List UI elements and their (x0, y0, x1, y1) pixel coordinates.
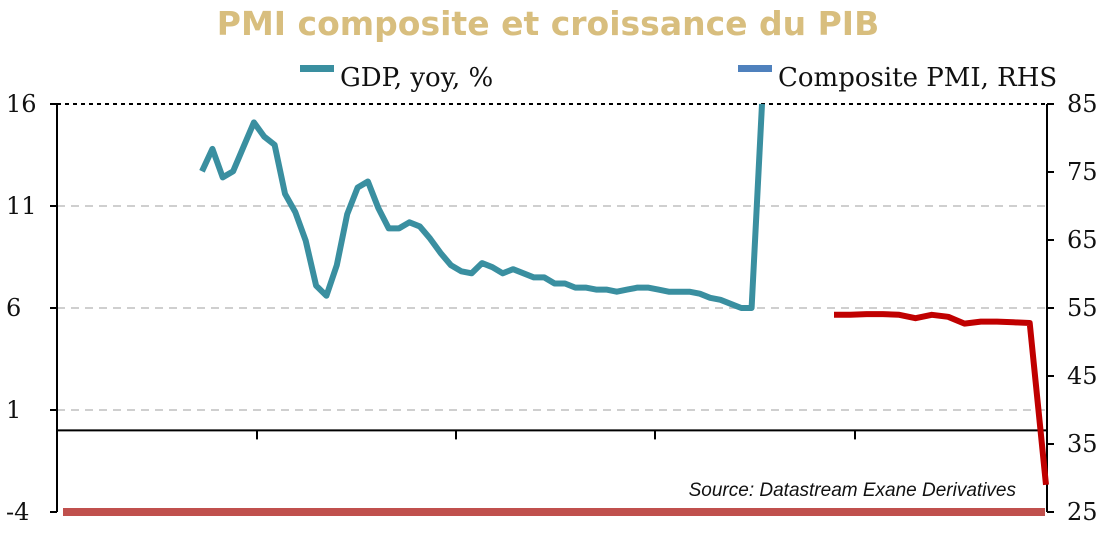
right-tick-label: 65 (1067, 226, 1098, 254)
left-tick-label: 6 (6, 294, 21, 322)
gridlines (57, 103, 1047, 411)
chart-title: PMI composite et croissance du PIB (217, 4, 879, 43)
series-lines (199, 103, 1049, 486)
right-tick-label: 55 (1067, 294, 1098, 322)
source-note: Source: Datastream Exane Derivatives (689, 480, 1017, 501)
legend-label-pmi: Composite PMI, RHS (778, 63, 1057, 93)
legend-label-gdp: GDP, yoy, % (340, 63, 493, 93)
legend-swatch-pmi (738, 65, 772, 72)
right-tick-label: 75 (1067, 158, 1098, 186)
left-tick-label: 1 (6, 396, 21, 424)
pmi-line (834, 311, 1049, 486)
right-tick-label: 35 (1067, 430, 1098, 458)
gdp-line (199, 103, 765, 311)
legend: GDP, yoy, % Composite PMI, RHS (300, 63, 1057, 93)
left-axis-ticks: 16 11 6 1 -4 (6, 90, 57, 526)
right-tick-label: 45 (1067, 362, 1098, 390)
left-tick-label: 11 (6, 192, 37, 220)
right-tick-label: 85 (1067, 90, 1098, 118)
left-tick-label: 16 (6, 90, 37, 118)
right-axis-ticks: 85 75 65 55 45 35 25 (1047, 90, 1098, 526)
legend-swatch-gdp (300, 65, 334, 72)
right-tick-label: 25 (1067, 498, 1098, 526)
left-tick-label: -4 (6, 498, 29, 526)
